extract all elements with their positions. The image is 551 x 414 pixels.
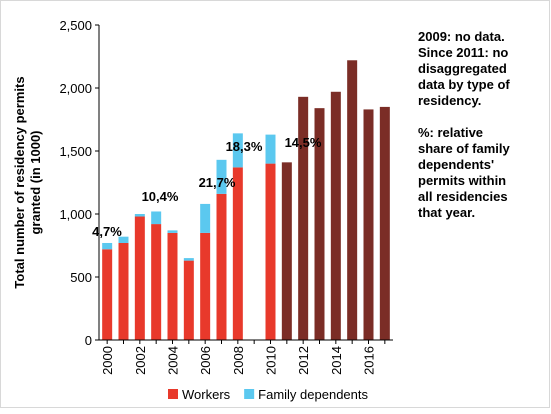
bar-segment [281, 162, 292, 340]
y-tick-label: 1,500 [59, 144, 92, 159]
x-tick-label: 2000 [100, 346, 115, 375]
note: residency. [418, 93, 481, 108]
bar-segment [151, 224, 162, 340]
y-tick-label: 2,500 [59, 18, 92, 33]
bar-segment [118, 236, 129, 243]
bar-segment [200, 232, 211, 340]
bar-segment [347, 60, 358, 340]
x-tick-label: 2002 [133, 346, 148, 375]
bar-segment [298, 96, 309, 340]
legend-label: Family dependents [258, 387, 368, 402]
note: disaggregated [418, 61, 507, 76]
bar-segment [118, 242, 129, 340]
bar-segment [314, 108, 325, 340]
y-tick-label: 1,000 [59, 207, 92, 222]
bar-segment [265, 134, 276, 164]
bar-segment [379, 106, 390, 341]
bar-segment [330, 91, 341, 340]
bar-segment [216, 193, 227, 340]
x-tick-label: 2004 [166, 346, 181, 375]
annotation: 21,7% [199, 175, 236, 190]
annotation: 14,5% [285, 135, 322, 150]
bar-segment [216, 159, 227, 194]
bar-segment [200, 203, 211, 233]
note: share of family [418, 141, 511, 156]
y-axis-label: granted (in 1000) [28, 130, 43, 234]
y-tick-label: 2,000 [59, 81, 92, 96]
y-tick-label: 500 [70, 270, 92, 285]
legend-label: Workers [182, 387, 231, 402]
x-tick-label: 2016 [362, 346, 377, 375]
bar-segment [265, 163, 276, 340]
bar-segment [363, 109, 374, 340]
legend-swatch [244, 389, 255, 399]
x-tick-label: 2008 [231, 346, 246, 375]
bar-segment [102, 242, 113, 250]
note: %: relative [418, 125, 483, 140]
bar-segment [134, 214, 145, 217]
note: dependents' [418, 157, 494, 172]
note: permits within [418, 173, 506, 188]
bar-segment [232, 133, 243, 168]
x-tick-label: 2014 [329, 346, 344, 375]
note: all residencies [418, 189, 508, 204]
bar-segment [183, 260, 194, 340]
y-axis-label: Total number of residency permits [12, 76, 27, 288]
x-tick-label: 2006 [198, 346, 213, 375]
bar-segment [232, 167, 243, 340]
bar-segment [183, 258, 194, 261]
note: 2009: no data. [418, 29, 505, 44]
annotation: 18,3% [226, 139, 263, 154]
bar-segment [167, 232, 178, 340]
bar-segment [102, 249, 113, 340]
x-tick-label: 2012 [296, 346, 311, 375]
bar-segment [151, 211, 162, 225]
note: data by type of [418, 77, 510, 92]
annotation: 4,7% [92, 224, 122, 239]
bar-segment [167, 230, 178, 233]
note: Since 2011: no [418, 45, 508, 60]
note: that year. [418, 205, 475, 220]
x-tick-label: 2010 [264, 346, 279, 375]
bar-segment [134, 216, 145, 340]
legend-swatch [168, 389, 178, 399]
annotation: 10,4% [142, 189, 179, 204]
y-tick-label: 0 [85, 333, 92, 348]
